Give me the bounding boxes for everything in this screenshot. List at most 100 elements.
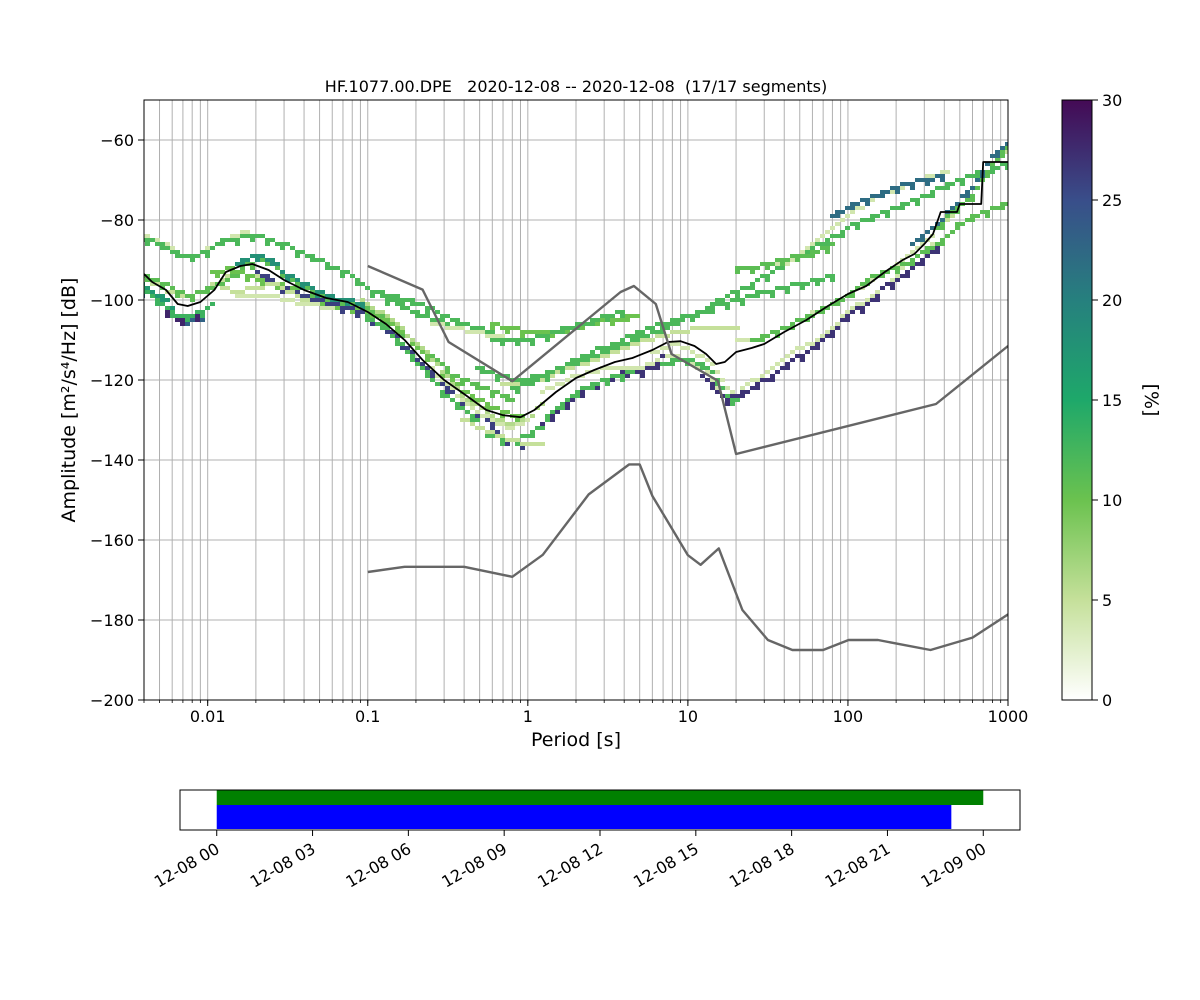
pdf-cell: [640, 370, 645, 374]
pdf-cell: [240, 290, 245, 294]
pdf-cell: [220, 242, 225, 246]
pdf-cell: [375, 322, 380, 326]
pdf-cell: [550, 414, 555, 418]
pdf-cell: [575, 358, 580, 362]
pdf-cell: [975, 178, 980, 182]
pdf-cell: [375, 290, 380, 294]
pdf-band: [380, 290, 495, 338]
pdf-cell: [465, 378, 470, 382]
pdf-cell: [595, 346, 600, 350]
pdf-cell: [240, 262, 245, 266]
pdf-cell: [640, 334, 645, 338]
pdf-cell: [840, 318, 845, 322]
pdf-cell: [700, 374, 705, 378]
pdf-cell: [510, 438, 515, 442]
pdf-cell: [700, 310, 705, 314]
pdf-cell: [235, 274, 240, 278]
pdf-cell: [850, 206, 855, 210]
pdf-cell: [165, 282, 170, 286]
pdf-cell: [710, 302, 715, 306]
pdf-cell: [415, 342, 420, 346]
pdf-cell: [910, 258, 915, 262]
pdf-cell: [210, 282, 215, 286]
pdf-cell: [685, 314, 690, 318]
pdf-cell: [690, 358, 695, 362]
pdf-cell: [1005, 166, 1008, 170]
pdf-cell: [635, 314, 640, 318]
pdf-cell: [390, 298, 395, 302]
pdf-cell: [750, 338, 755, 342]
pdf-cell: [620, 346, 625, 350]
pdf-cell: [460, 322, 465, 326]
pdf-cell: [655, 358, 660, 362]
pdf-cell: [535, 374, 540, 378]
pdf-cell: [415, 346, 420, 350]
pdf-cell: [300, 282, 305, 286]
pdf-cell: [605, 314, 610, 318]
pdf-cell: [550, 330, 555, 334]
pdf-cell: [745, 382, 750, 386]
pdf-cell: [275, 282, 280, 286]
pdf-cell: [445, 394, 450, 398]
pdf-cell: [465, 402, 470, 406]
pdf-cell: [370, 294, 375, 298]
pdf-cell: [430, 322, 435, 326]
pdf-cell: [995, 166, 1000, 170]
pdf-cell: [310, 286, 315, 290]
pdf-cell: [555, 366, 560, 370]
pdf-cell: [345, 302, 350, 306]
y-tick-label: −60: [100, 131, 134, 150]
pdf-cell: [600, 314, 605, 318]
pdf-cell: [915, 198, 920, 202]
pdf-cell: [260, 254, 265, 258]
pdf-cell: [680, 314, 685, 318]
pdf-cell: [610, 378, 615, 382]
pdf-cell: [845, 318, 850, 322]
pdf-cell: [560, 366, 565, 370]
pdf-cell: [820, 234, 825, 238]
pdf-cell: [660, 330, 665, 334]
pdf-cell: [870, 214, 875, 218]
pdf-cell: [820, 310, 825, 314]
pdf-cell: [240, 258, 245, 262]
pdf-cell: [805, 254, 810, 258]
pdf-cell: [945, 214, 950, 218]
pdf-cell: [665, 346, 670, 350]
pdf-cell: [260, 234, 265, 238]
pdf-cell: [700, 326, 705, 330]
pdf-cell: [910, 262, 915, 266]
pdf-cell: [390, 318, 395, 322]
pdf-cell: [725, 398, 730, 402]
pdf-band: [460, 418, 545, 446]
pdf-cell: [315, 302, 320, 306]
pdf-cell: [780, 366, 785, 370]
pdf-cell: [310, 294, 315, 298]
pdf-cell: [340, 310, 345, 314]
pdf-cell: [265, 238, 270, 242]
pdf-cell: [410, 354, 415, 358]
pdf-cell: [285, 274, 290, 278]
pdf-cell: [635, 342, 640, 346]
pdf-cell: [495, 338, 500, 342]
pdf-cell: [420, 302, 425, 306]
x-tick-label: 0.1: [355, 707, 380, 726]
pdf-cell: [170, 250, 175, 254]
pdf-cell: [220, 282, 225, 286]
pdf-cell: [585, 322, 590, 326]
pdf-cell: [490, 418, 495, 422]
pdf-cell: [250, 238, 255, 242]
pdf-cell: [270, 282, 275, 286]
pdf-cell: [285, 286, 290, 290]
pdf-cell: [620, 370, 625, 374]
pdf-cell: [175, 254, 180, 258]
pdf-cell: [865, 298, 870, 302]
pdf-cell: [620, 342, 625, 346]
pdf-cell: [915, 262, 920, 266]
colorbar-tick-label: 20: [1102, 291, 1122, 310]
pdf-band: [144, 234, 455, 330]
pdf-cell: [430, 354, 435, 358]
pdf-cell: [520, 418, 525, 422]
pdf-cell: [805, 350, 810, 354]
pdf-cell: [905, 202, 910, 206]
